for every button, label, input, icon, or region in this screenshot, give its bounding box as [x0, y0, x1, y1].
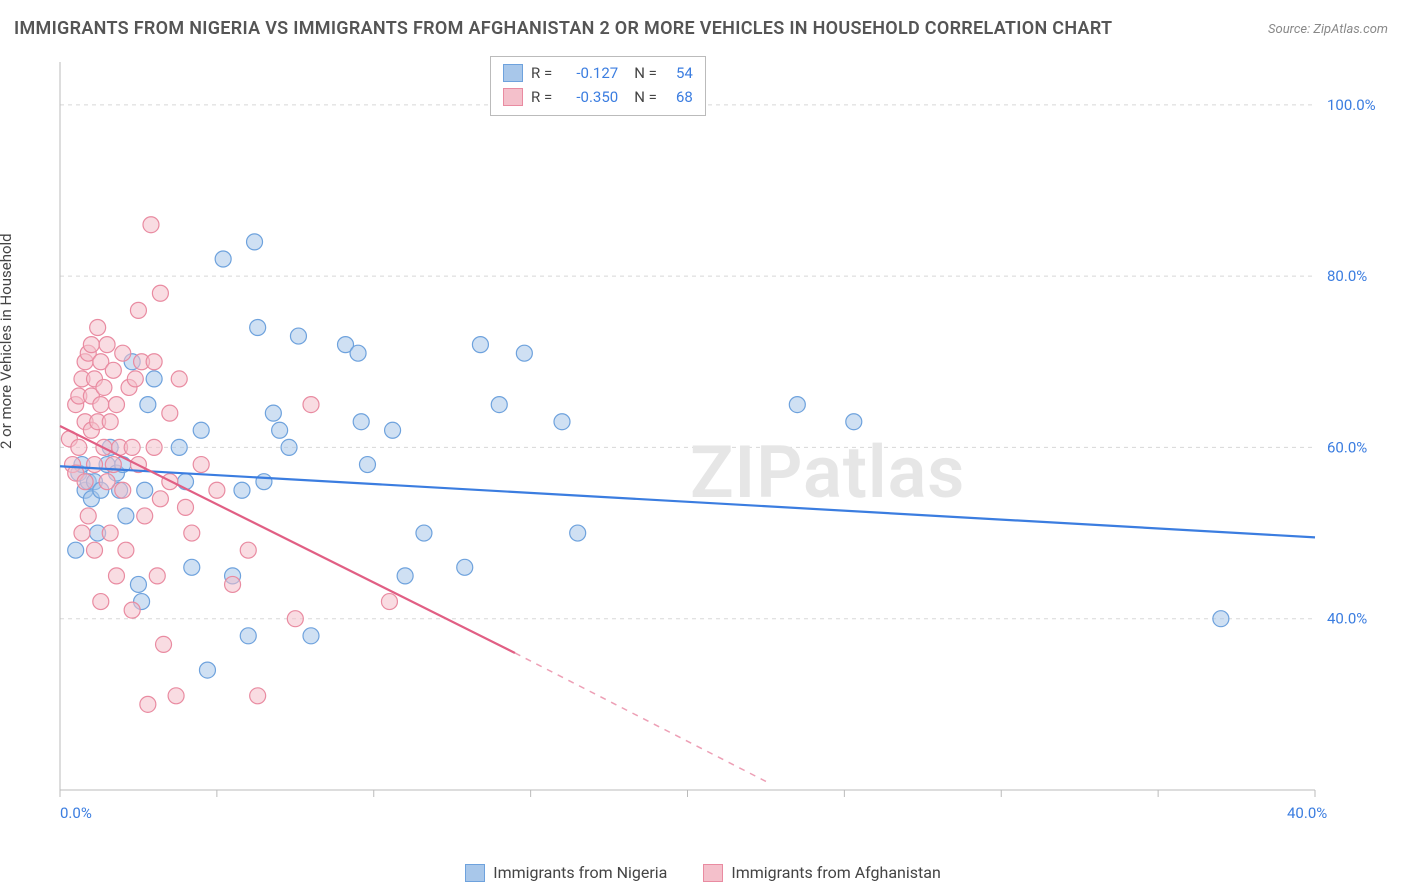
- chart-area: 40.0% 60.0% 80.0% 100.0% 0.0% 40.0%: [55, 50, 1385, 830]
- stat-n-label: N =: [634, 61, 657, 85]
- y-axis-label: 2 or more Vehicles in Household: [0, 233, 15, 449]
- svg-text:60.0%: 60.0%: [1327, 438, 1367, 456]
- page-title: IMMIGRANTS FROM NIGERIA VS IMMIGRANTS FR…: [14, 18, 1112, 39]
- swatch-nigeria: [503, 64, 523, 82]
- svg-text:40.0%: 40.0%: [1327, 610, 1367, 628]
- legend-item-nigeria: Immigrants from Nigeria: [465, 863, 667, 882]
- svg-text:80.0%: 80.0%: [1327, 267, 1367, 285]
- swatch-afghanistan: [503, 88, 523, 106]
- svg-text:0.0%: 0.0%: [60, 804, 92, 822]
- swatch-afghanistan: [703, 864, 723, 882]
- stat-r-label: R =: [531, 61, 552, 85]
- stat-r-value-afghanistan: -0.350: [560, 85, 618, 109]
- svg-text:40.0%: 40.0%: [1287, 804, 1327, 822]
- stat-r-label: R =: [531, 85, 552, 109]
- stat-n-value-afghanistan: 68: [665, 85, 693, 109]
- stats-row-nigeria: R = -0.127 N = 54: [503, 61, 693, 85]
- legend-label-afghanistan: Immigrants from Afghanistan: [731, 863, 940, 882]
- stat-r-value-nigeria: -0.127: [560, 61, 618, 85]
- legend-label-nigeria: Immigrants from Nigeria: [493, 863, 667, 882]
- stat-n-value-nigeria: 54: [665, 61, 693, 85]
- svg-text:100.0%: 100.0%: [1327, 96, 1376, 114]
- stats-row-afghanistan: R = -0.350 N = 68: [503, 85, 693, 109]
- stats-box: R = -0.127 N = 54 R = -0.350 N = 68: [490, 56, 706, 116]
- legend-item-afghanistan: Immigrants from Afghanistan: [703, 863, 940, 882]
- chart-svg: 40.0% 60.0% 80.0% 100.0% 0.0% 40.0%: [55, 50, 1385, 830]
- bottom-legend: Immigrants from Nigeria Immigrants from …: [0, 863, 1406, 882]
- source-label: Source: ZipAtlas.com: [1268, 22, 1388, 37]
- stat-n-label: N =: [634, 85, 657, 109]
- swatch-nigeria: [465, 864, 485, 882]
